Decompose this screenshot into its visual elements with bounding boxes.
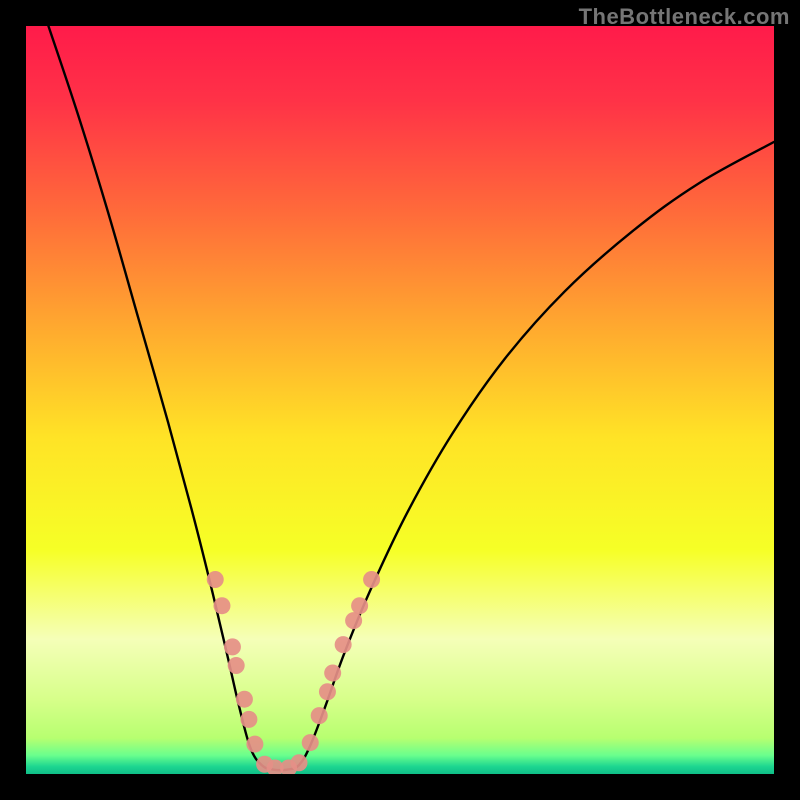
data-marker [335, 636, 352, 653]
data-marker [319, 683, 336, 700]
data-marker [345, 612, 362, 629]
data-marker [302, 734, 319, 751]
data-marker [236, 691, 253, 708]
chart-container: TheBottleneck.com [0, 0, 800, 800]
gradient-background [26, 26, 774, 774]
data-marker [351, 597, 368, 614]
data-marker [213, 597, 230, 614]
data-marker [207, 571, 224, 588]
data-marker [228, 657, 245, 674]
plot-svg [26, 26, 774, 774]
data-marker [246, 736, 263, 753]
data-marker [240, 711, 257, 728]
data-marker [363, 571, 380, 588]
data-marker [291, 754, 308, 771]
plot-area [26, 26, 774, 774]
data-marker [324, 665, 341, 682]
data-marker [311, 707, 328, 724]
data-marker [224, 638, 241, 655]
